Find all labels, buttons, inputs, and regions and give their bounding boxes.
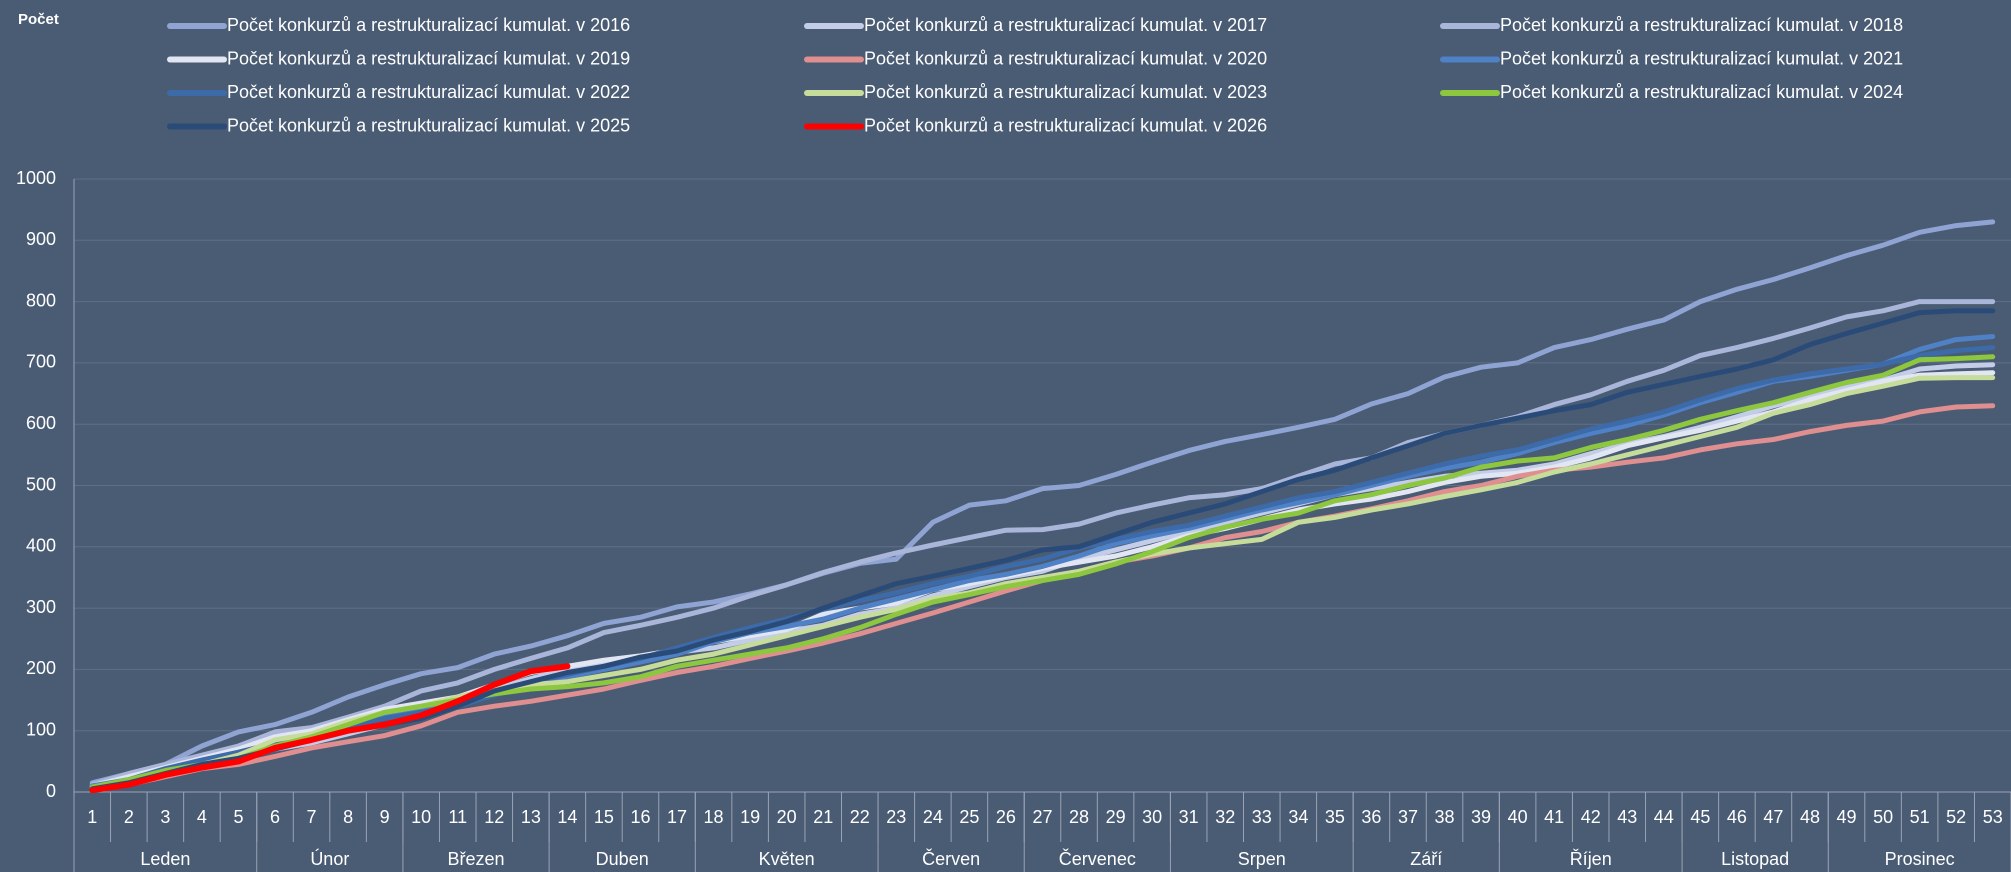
x-tick-label: 12 [484, 807, 504, 827]
month-label: Březen [447, 849, 504, 869]
month-label: Červen [922, 848, 980, 869]
x-tick-label: 32 [1215, 807, 1235, 827]
x-tick-label: 36 [1361, 807, 1381, 827]
x-tick-label: 31 [1179, 807, 1199, 827]
x-tick-label: 44 [1654, 807, 1674, 827]
y-tick-label: 200 [26, 658, 56, 678]
month-label: Leden [140, 849, 190, 869]
month-label: Prosinec [1885, 849, 1955, 869]
x-tick-label: 39 [1471, 807, 1491, 827]
x-tick-label: 45 [1690, 807, 1710, 827]
legend-label: Počet konkurzů a restrukturalizací kumul… [227, 48, 630, 68]
x-tick-label: 3 [160, 807, 170, 827]
y-tick-label: 800 [26, 290, 56, 310]
y-tick-label: 100 [26, 719, 56, 739]
legend-label: Počet konkurzů a restrukturalizací kumul… [864, 115, 1267, 135]
legend-label: Počet konkurzů a restrukturalizací kumul… [227, 82, 630, 102]
x-tick-label: 13 [521, 807, 541, 827]
x-tick-label: 47 [1763, 807, 1783, 827]
legend-label: Počet konkurzů a restrukturalizací kumul… [1500, 48, 1903, 68]
x-tick-label: 37 [1398, 807, 1418, 827]
legend-label: Počet konkurzů a restrukturalizací kumul… [864, 15, 1267, 35]
x-tick-label: 18 [704, 807, 724, 827]
x-tick-label: 16 [630, 807, 650, 827]
x-tick-label: 28 [1069, 807, 1089, 827]
x-tick-label: 6 [270, 807, 280, 827]
month-label: Říjen [1570, 849, 1612, 869]
x-tick-label: 50 [1873, 807, 1893, 827]
y-axis-label: Počet [18, 11, 59, 28]
month-label: Září [1410, 849, 1442, 869]
month-label: Únor [310, 848, 349, 869]
month-label: Červenec [1059, 848, 1136, 869]
x-tick-label: 2 [124, 807, 134, 827]
x-tick-label: 4 [197, 807, 207, 827]
x-tick-label: 8 [343, 807, 353, 827]
x-tick-label: 7 [307, 807, 317, 827]
x-tick-label: 49 [1837, 807, 1857, 827]
x-tick-label: 33 [1252, 807, 1272, 827]
x-tick-label: 26 [996, 807, 1016, 827]
x-tick-label: 1 [87, 807, 97, 827]
x-tick-label: 34 [1288, 807, 1308, 827]
x-tick-label: 20 [777, 807, 797, 827]
x-tick-label: 25 [959, 807, 979, 827]
x-tick-label: 15 [594, 807, 614, 827]
y-tick-label: 600 [26, 413, 56, 433]
x-tick-label: 51 [1910, 807, 1930, 827]
series-line [89, 345, 1996, 790]
month-label: Srpen [1238, 849, 1286, 869]
y-tick-label: 1000 [16, 168, 56, 188]
x-tick-label: 11 [448, 807, 467, 827]
x-tick-label: 21 [813, 807, 833, 827]
legend-label: Počet konkurzů a restrukturalizací kumul… [864, 82, 1267, 102]
y-tick-label: 700 [26, 352, 56, 372]
x-tick-label: 29 [1106, 807, 1126, 827]
legend-label: Počet konkurzů a restrukturalizací kumul… [864, 48, 1267, 68]
x-tick-label: 42 [1581, 807, 1601, 827]
x-tick-label: 41 [1544, 807, 1564, 827]
x-tick-label: 53 [1983, 807, 2003, 827]
x-tick-label: 46 [1727, 807, 1747, 827]
x-tick-label: 19 [740, 807, 760, 827]
x-tick-label: 23 [886, 807, 906, 827]
series-line [89, 354, 1996, 790]
x-tick-label: 22 [850, 807, 870, 827]
y-tick-label: 500 [26, 474, 56, 494]
month-label: Listopad [1721, 849, 1789, 869]
x-tick-label: 30 [1142, 807, 1162, 827]
y-tick-label: 0 [46, 781, 56, 801]
legend-label: Počet konkurzů a restrukturalizací kumul… [1500, 82, 1903, 102]
x-tick-label: 14 [557, 807, 577, 827]
series-line [89, 299, 1996, 788]
series-line [89, 334, 1996, 789]
x-tick-label: 24 [923, 807, 943, 827]
month-label: Duben [596, 849, 649, 869]
x-tick-label: 52 [1946, 807, 1966, 827]
x-tick-label: 48 [1800, 807, 1820, 827]
x-tick-label: 40 [1508, 807, 1528, 827]
month-label: Květen [759, 849, 815, 869]
y-tick-label: 900 [26, 229, 56, 249]
series-line [89, 219, 1996, 786]
legend-label: Počet konkurzů a restrukturalizací kumul… [1500, 15, 1903, 35]
legend-label: Počet konkurzů a restrukturalizací kumul… [227, 15, 630, 35]
x-tick-label: 17 [667, 807, 687, 827]
x-tick-label: 38 [1435, 807, 1455, 827]
x-tick-label: 9 [380, 807, 390, 827]
legend-label: Počet konkurzů a restrukturalizací kumul… [227, 115, 630, 135]
x-tick-label: 10 [411, 807, 431, 827]
series-line [89, 663, 571, 794]
x-tick-label: 43 [1617, 807, 1637, 827]
x-tick-label: 35 [1325, 807, 1345, 827]
y-tick-label: 400 [26, 536, 56, 556]
x-tick-label: 5 [233, 807, 243, 827]
x-tick-label: 27 [1032, 807, 1052, 827]
y-tick-label: 300 [26, 597, 56, 617]
